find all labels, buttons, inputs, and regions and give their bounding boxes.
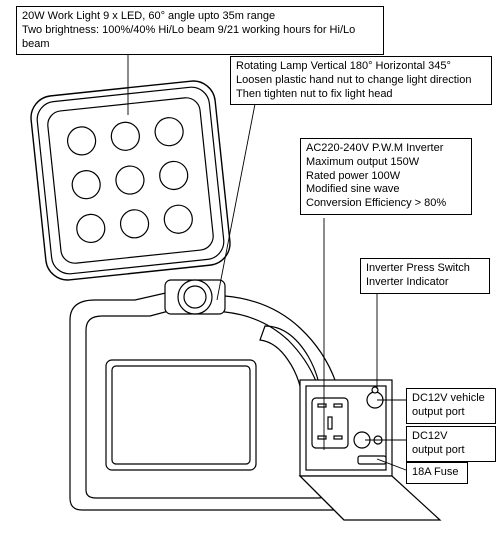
diagram-canvas: 20W Work Light 9 x LED, 60° angle upto 3… — [0, 0, 500, 555]
callout-dc12v-output: DC12V output port — [406, 426, 496, 462]
callout-inverter-switch: Inverter Press Switch Inverter Indicator — [360, 258, 490, 294]
callout-rotating-lamp: Rotating Lamp Vertical 180° Horizontal 3… — [230, 56, 492, 105]
callout-worklight-spec: 20W Work Light 9 x LED, 60° angle upto 3… — [16, 6, 384, 55]
callout-fuse: 18A Fuse — [406, 462, 468, 484]
callout-dc12v-vehicle: DC12V vehicle output port — [406, 388, 496, 424]
callout-inverter-spec: AC220-240V P.W.M Inverter Maximum output… — [300, 138, 472, 215]
